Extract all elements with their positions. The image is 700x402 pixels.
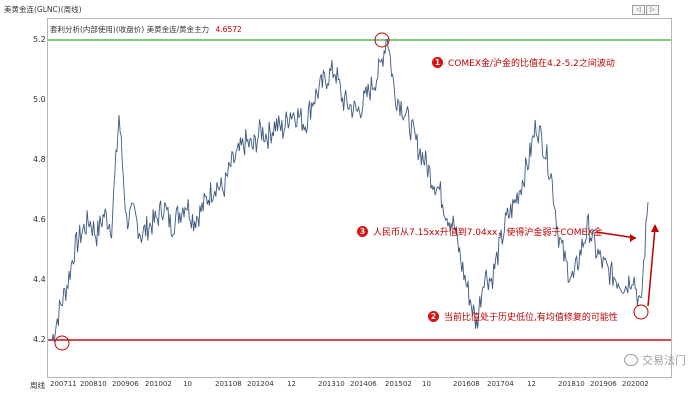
annotation-3-text: 人民币从7.15xx升值到7.04xx，使得沪金弱于COMEX金 — [373, 228, 603, 238]
peak-marker-circle — [374, 32, 390, 48]
annotation-arrow-up — [647, 227, 656, 307]
current-marker-circle — [633, 304, 649, 320]
prev-icon[interactable]: ◁ — [632, 5, 645, 15]
y-tick-5.2: 5.2 — [33, 35, 46, 44]
arrow-head-icon — [630, 234, 636, 242]
x-tick: 202002 — [622, 380, 649, 388]
x-tick: 201108 — [215, 380, 242, 388]
annotation-1: 1 COMEX金/沪金的比值在4.2-5.2之间波动 — [432, 56, 615, 69]
x-tick: 201406 — [350, 380, 377, 388]
x-tick: 201810 — [558, 380, 585, 388]
x-tick: 10 — [183, 380, 192, 388]
indicator-label: 套利分析(内部使用)(收盘价) 美黄金连/黄金主力 — [50, 25, 210, 34]
title-bar: 美黄金连(GLNC)(周线) ◁ ▷ — [0, 0, 700, 18]
x-tick: 201906 — [590, 380, 617, 388]
annotation-arrow-left — [595, 231, 637, 239]
period-label: 周线 — [30, 381, 45, 390]
start-marker-circle — [54, 335, 70, 351]
indicator-header: 套利分析(内部使用)(收盘价) 美黄金连/黄金主力 4.6572 — [50, 24, 242, 35]
annotation-1-number: 1 — [432, 57, 443, 68]
indicator-value: 4.6572 — [215, 25, 242, 34]
annotation-2-text: 当前比值处于历史低位,有均值修复的可能性 — [444, 313, 618, 323]
watermark: 交易法门 — [624, 352, 686, 368]
annotation-1-text: COMEX金/沪金的比值在4.2-5.2之间波动 — [448, 59, 615, 69]
wechat-logo-icon — [624, 354, 638, 366]
x-tick: 200810 — [80, 380, 107, 388]
x-tick: 201204 — [247, 380, 274, 388]
annotation-3-number: 3 — [357, 226, 368, 237]
x-tick: 12 — [527, 380, 536, 388]
x-tick: 201704 — [487, 380, 514, 388]
y-tick-4.6: 4.6 — [33, 215, 46, 224]
y-tick-4.8: 4.8 — [33, 155, 46, 164]
x-tick: 201502 — [385, 380, 412, 388]
x-tick: 200711 — [50, 380, 77, 388]
next-icon[interactable]: ▷ — [646, 5, 659, 15]
x-tick: 201002 — [145, 380, 172, 388]
watermark-text: 交易法门 — [642, 354, 686, 367]
x-tick: 10 — [422, 380, 431, 388]
window-title: 美黄金连(GLNC)(周线) — [4, 5, 82, 14]
annotation-2-number: 2 — [428, 311, 439, 322]
annotation-3: 3 人民币从7.15xx升值到7.04xx，使得沪金弱于COMEX金 — [357, 225, 602, 238]
plot-frame — [47, 18, 672, 378]
annotation-2: 2 当前比值处于历史低位,有均值修复的可能性 — [428, 310, 618, 323]
ratio-series-line — [51, 38, 649, 342]
y-tick-4.2: 4.2 — [33, 335, 46, 344]
x-tick: 12 — [287, 380, 296, 388]
x-tick: 201608 — [453, 380, 480, 388]
y-tick-5.0: 5.0 — [33, 95, 46, 104]
x-tick: 200906 — [112, 380, 139, 388]
arrow-head-up-icon — [651, 224, 659, 232]
y-tick-4.4: 4.4 — [33, 275, 46, 284]
x-axis: 周线 200711 200810 200906 201002 10 201108… — [0, 378, 700, 402]
x-tick: 201310 — [318, 380, 345, 388]
